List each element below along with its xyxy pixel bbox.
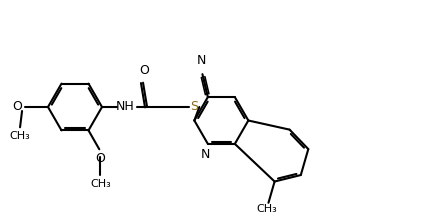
Text: S: S (190, 101, 198, 113)
Text: O: O (139, 64, 149, 77)
Text: CH₃: CH₃ (256, 203, 277, 214)
Text: O: O (12, 101, 22, 113)
Text: O: O (95, 152, 105, 165)
Text: N: N (197, 54, 206, 67)
Text: CH₃: CH₃ (90, 179, 111, 189)
Text: CH₃: CH₃ (10, 131, 30, 141)
Text: NH: NH (116, 101, 134, 113)
Text: N: N (201, 148, 211, 161)
